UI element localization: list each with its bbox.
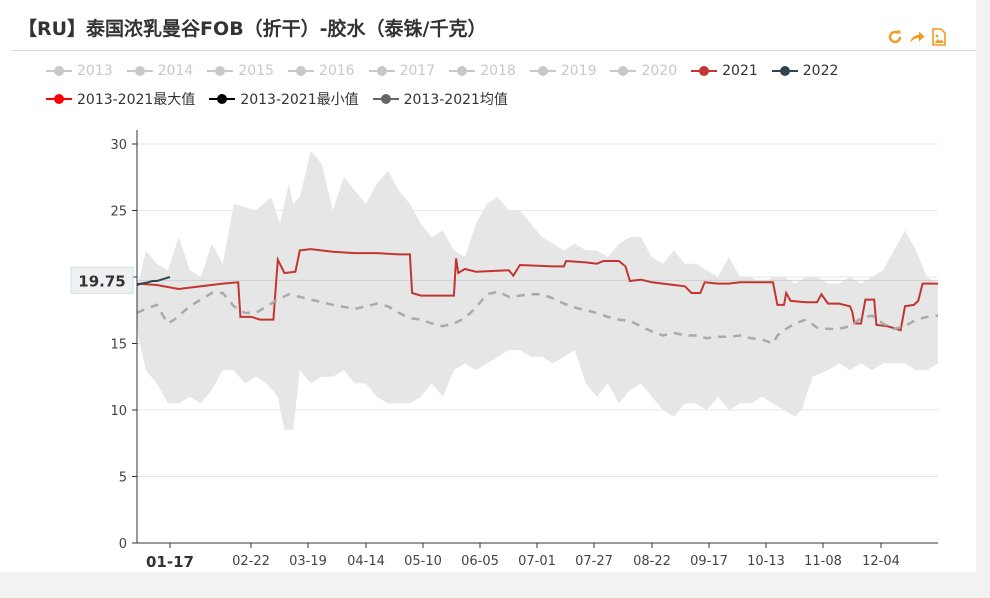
legend-item-2018[interactable]: 2018 [449,63,516,79]
x-tick-label: 07-01 [518,554,556,569]
image-download-icon[interactable] [930,28,948,46]
x-tick-label: 08-22 [633,554,671,569]
legend-symbol-icon [126,66,153,76]
x-tick-label: 02-22 [232,554,270,569]
legend-item-2019[interactable]: 2019 [529,63,597,79]
x-tick-label: 12-04 [862,554,900,569]
legend-row: 2013-2021最大值 2013-2021最小值 2013-2021均值 [46,85,946,113]
legend-item-2013[interactable]: 2013 [46,63,113,79]
legend-symbol-icon [46,94,72,104]
legend-item-2015[interactable]: 2015 [207,63,274,79]
y-tick-label: 30 [110,138,127,153]
legend-item-2016[interactable]: 2016 [287,63,355,79]
legend-symbol-icon [449,66,476,76]
y-tick-label: 10 [110,404,127,419]
series-line-2013-2021均值 [136,290,939,346]
legend-item-2021[interactable]: 2021 [691,63,758,79]
refresh-icon[interactable] [886,28,904,46]
legend-symbol-icon [372,94,399,104]
chart-toolbar [886,28,948,46]
legend-symbol-icon [771,66,798,76]
legend-item-2013-2021最小值[interactable]: 2013-2021最小值 [209,89,359,109]
series-line-2021 [136,248,938,332]
y-pointer-value: 19.75 [78,272,125,290]
legend-item-2013-2021最大值[interactable]: 2013-2021最大值 [46,89,195,109]
chart-title: 【RU】泰国浓乳曼谷FOB（折干）-胶水（泰铢/千克） [18,18,487,40]
legend-item-2013-2021均值[interactable]: 2013-2021均值 [372,89,508,109]
y-tick-label: 5 [119,471,127,486]
y-pointer-badge [70,266,134,294]
legend-item-2022[interactable]: 2022 [771,63,839,79]
legend-label: 2021 [722,63,758,79]
legend-label: 2013-2021最大值 [77,92,196,108]
x-tick-label: 01-17 [146,553,194,571]
title-divider [12,50,976,51]
legend-label: 2016 [318,63,355,79]
legend-item-2017[interactable]: 2017 [368,63,436,79]
x-tick-label: 03-19 [289,554,327,569]
legend-label: 2015 [238,63,274,79]
range-band [137,150,938,430]
legend-symbol-icon [46,66,72,76]
legend-symbol-icon [209,94,236,104]
legend-symbol-icon [287,66,314,76]
x-tick-label: 11-08 [804,554,842,569]
x-tick-label: 09-17 [690,554,728,569]
legend-label: 2013-2021均值 [403,92,508,108]
legend-item-2014[interactable]: 2014 [126,63,194,79]
chart-legend: 2013 2014 2015 2016 2017 2018 2019 2020 2021 2022… [46,57,946,113]
y-tick-label: 0 [119,537,127,552]
share-icon[interactable] [908,28,926,46]
legend-symbol-icon [610,66,637,76]
legend-label: 2017 [399,63,436,79]
x-tick-label: 07-27 [575,554,613,569]
legend-label: 2018 [480,63,516,79]
legend-symbol-icon [368,66,395,76]
legend-label: 2020 [641,63,678,79]
legend-row: 2013 2014 2015 2016 2017 2018 2019 2020 2021 2022 [46,57,946,85]
series-line-2022 [136,276,171,286]
legend-symbol-icon [529,66,556,76]
x-tick-label: 05-10 [404,554,442,569]
y-tick-label: 15 [110,338,127,353]
legend-symbol-icon [691,66,718,76]
x-tick-label: 04-14 [347,554,385,569]
y-tick-label: 25 [110,205,127,220]
legend-label: 2014 [157,63,194,79]
legend-label: 2013-2021最小值 [240,92,359,108]
legend-label: 2022 [802,63,839,79]
legend-symbol-icon [207,66,234,76]
legend-label: 2013 [77,63,113,79]
x-tick-label: 10-13 [747,554,785,569]
legend-item-2020[interactable]: 2020 [610,63,677,79]
x-tick-label: 06-05 [461,554,499,569]
legend-label: 2019 [560,63,597,79]
